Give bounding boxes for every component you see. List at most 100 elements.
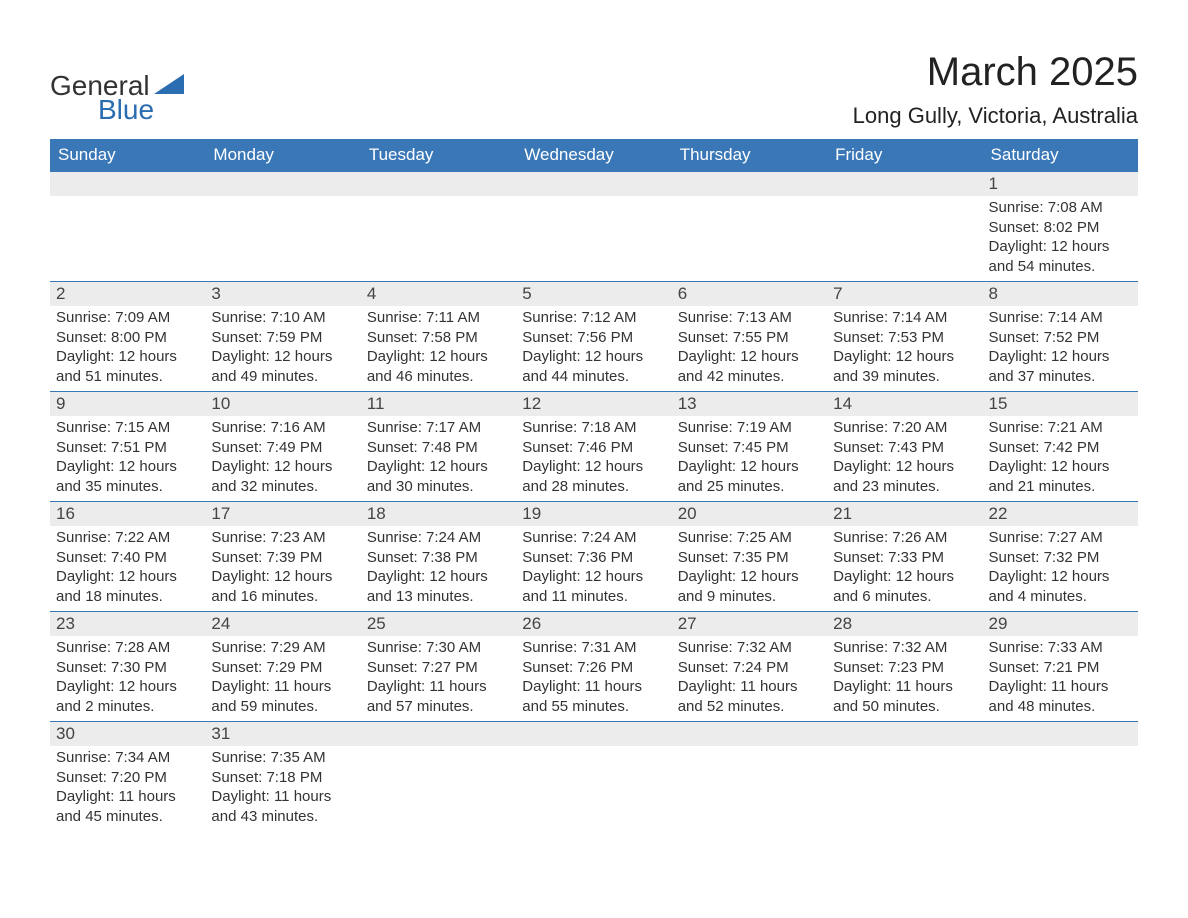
daylight-line: Daylight: 11 hours and 45 minutes.: [56, 787, 199, 826]
sunset-line: Sunset: 7:48 PM: [367, 438, 510, 458]
sunrise-line: Sunrise: 7:22 AM: [56, 528, 199, 548]
sunset-line: Sunset: 7:30 PM: [56, 658, 199, 678]
day-number: 22: [983, 502, 1138, 526]
sunset-line: Sunset: 7:46 PM: [522, 438, 665, 458]
day-content: Sunrise: 7:35 AMSunset: 7:18 PMDaylight:…: [205, 746, 360, 830]
day-content: Sunrise: 7:13 AMSunset: 7:55 PMDaylight:…: [672, 306, 827, 390]
col-header: Monday: [205, 139, 360, 172]
daylight-line: Daylight: 12 hours and 35 minutes.: [56, 457, 199, 496]
daylight-line: Daylight: 11 hours and 57 minutes.: [367, 677, 510, 716]
calendar-cell: 28Sunrise: 7:32 AMSunset: 7:23 PMDayligh…: [827, 612, 982, 722]
sunset-line: Sunset: 8:00 PM: [56, 328, 199, 348]
day-content: Sunrise: 7:15 AMSunset: 7:51 PMDaylight:…: [50, 416, 205, 500]
sunrise-line: Sunrise: 7:12 AM: [522, 308, 665, 328]
sunrise-line: Sunrise: 7:32 AM: [678, 638, 821, 658]
daylight-line: Daylight: 12 hours and 23 minutes.: [833, 457, 976, 496]
day-number: 20: [672, 502, 827, 526]
day-content: Sunrise: 7:18 AMSunset: 7:46 PMDaylight:…: [516, 416, 671, 500]
day-number: 7: [827, 282, 982, 306]
day-content: Sunrise: 7:20 AMSunset: 7:43 PMDaylight:…: [827, 416, 982, 500]
calendar-cell: 9Sunrise: 7:15 AMSunset: 7:51 PMDaylight…: [50, 392, 205, 502]
day-number: 17: [205, 502, 360, 526]
day-number: 11: [361, 392, 516, 416]
sunset-line: Sunset: 7:33 PM: [833, 548, 976, 568]
day-number: 21: [827, 502, 982, 526]
calendar-cell: [983, 722, 1138, 832]
calendar-week-row: 9Sunrise: 7:15 AMSunset: 7:51 PMDaylight…: [50, 392, 1138, 502]
sunrise-line: Sunrise: 7:18 AM: [522, 418, 665, 438]
calendar-cell: 5Sunrise: 7:12 AMSunset: 7:56 PMDaylight…: [516, 282, 671, 392]
col-header: Saturday: [983, 139, 1138, 172]
sunset-line: Sunset: 7:40 PM: [56, 548, 199, 568]
sunrise-line: Sunrise: 7:24 AM: [522, 528, 665, 548]
calendar-week-row: 1Sunrise: 7:08 AMSunset: 8:02 PMDaylight…: [50, 172, 1138, 282]
calendar-cell: [361, 172, 516, 282]
day-number: 10: [205, 392, 360, 416]
day-content: Sunrise: 7:31 AMSunset: 7:26 PMDaylight:…: [516, 636, 671, 720]
daylight-line: Daylight: 12 hours and 54 minutes.: [989, 237, 1132, 276]
calendar-cell: [516, 722, 671, 832]
calendar-cell: 20Sunrise: 7:25 AMSunset: 7:35 PMDayligh…: [672, 502, 827, 612]
calendar-cell: 12Sunrise: 7:18 AMSunset: 7:46 PMDayligh…: [516, 392, 671, 502]
sunrise-line: Sunrise: 7:09 AM: [56, 308, 199, 328]
day-number: 27: [672, 612, 827, 636]
sunrise-line: Sunrise: 7:20 AM: [833, 418, 976, 438]
day-content: Sunrise: 7:33 AMSunset: 7:21 PMDaylight:…: [983, 636, 1138, 720]
daylight-line: Daylight: 12 hours and 18 minutes.: [56, 567, 199, 606]
empty-day-bar: [361, 722, 516, 746]
sunrise-line: Sunrise: 7:33 AM: [989, 638, 1132, 658]
day-number: 23: [50, 612, 205, 636]
calendar-body: 1Sunrise: 7:08 AMSunset: 8:02 PMDaylight…: [50, 172, 1138, 832]
calendar-cell: [50, 172, 205, 282]
day-content: Sunrise: 7:32 AMSunset: 7:24 PMDaylight:…: [672, 636, 827, 720]
day-content: Sunrise: 7:08 AMSunset: 8:02 PMDaylight:…: [983, 196, 1138, 280]
calendar-week-row: 2Sunrise: 7:09 AMSunset: 8:00 PMDaylight…: [50, 282, 1138, 392]
sunrise-line: Sunrise: 7:35 AM: [211, 748, 354, 768]
month-title: March 2025: [853, 50, 1138, 95]
calendar-cell: 19Sunrise: 7:24 AMSunset: 7:36 PMDayligh…: [516, 502, 671, 612]
col-header: Thursday: [672, 139, 827, 172]
daylight-line: Daylight: 12 hours and 44 minutes.: [522, 347, 665, 386]
calendar-cell: 15Sunrise: 7:21 AMSunset: 7:42 PMDayligh…: [983, 392, 1138, 502]
calendar-cell: 1Sunrise: 7:08 AMSunset: 8:02 PMDaylight…: [983, 172, 1138, 282]
day-content: Sunrise: 7:17 AMSunset: 7:48 PMDaylight:…: [361, 416, 516, 500]
empty-day-bar: [983, 722, 1138, 746]
sunrise-line: Sunrise: 7:24 AM: [367, 528, 510, 548]
daylight-line: Daylight: 12 hours and 9 minutes.: [678, 567, 821, 606]
sunrise-line: Sunrise: 7:08 AM: [989, 198, 1132, 218]
daylight-line: Daylight: 12 hours and 46 minutes.: [367, 347, 510, 386]
calendar-cell: 18Sunrise: 7:24 AMSunset: 7:38 PMDayligh…: [361, 502, 516, 612]
daylight-line: Daylight: 12 hours and 51 minutes.: [56, 347, 199, 386]
sunset-line: Sunset: 7:59 PM: [211, 328, 354, 348]
calendar-cell: 4Sunrise: 7:11 AMSunset: 7:58 PMDaylight…: [361, 282, 516, 392]
calendar-table: Sunday Monday Tuesday Wednesday Thursday…: [50, 139, 1138, 832]
day-content: Sunrise: 7:24 AMSunset: 7:36 PMDaylight:…: [516, 526, 671, 610]
day-content: Sunrise: 7:09 AMSunset: 8:00 PMDaylight:…: [50, 306, 205, 390]
sunset-line: Sunset: 7:20 PM: [56, 768, 199, 788]
calendar-cell: 30Sunrise: 7:34 AMSunset: 7:20 PMDayligh…: [50, 722, 205, 832]
daylight-line: Daylight: 12 hours and 21 minutes.: [989, 457, 1132, 496]
day-content: Sunrise: 7:30 AMSunset: 7:27 PMDaylight:…: [361, 636, 516, 720]
day-content: Sunrise: 7:27 AMSunset: 7:32 PMDaylight:…: [983, 526, 1138, 610]
day-content: Sunrise: 7:10 AMSunset: 7:59 PMDaylight:…: [205, 306, 360, 390]
sunset-line: Sunset: 7:56 PM: [522, 328, 665, 348]
calendar-week-row: 30Sunrise: 7:34 AMSunset: 7:20 PMDayligh…: [50, 722, 1138, 832]
day-number: 1: [983, 172, 1138, 196]
sunset-line: Sunset: 7:29 PM: [211, 658, 354, 678]
calendar-cell: 3Sunrise: 7:10 AMSunset: 7:59 PMDaylight…: [205, 282, 360, 392]
empty-day-bar: [205, 172, 360, 196]
calendar-cell: 26Sunrise: 7:31 AMSunset: 7:26 PMDayligh…: [516, 612, 671, 722]
calendar-cell: [672, 172, 827, 282]
day-content: Sunrise: 7:22 AMSunset: 7:40 PMDaylight:…: [50, 526, 205, 610]
sunrise-line: Sunrise: 7:26 AM: [833, 528, 976, 548]
sunrise-line: Sunrise: 7:11 AM: [367, 308, 510, 328]
empty-day-bar: [516, 172, 671, 196]
daylight-line: Daylight: 12 hours and 6 minutes.: [833, 567, 976, 606]
sunrise-line: Sunrise: 7:30 AM: [367, 638, 510, 658]
day-content: Sunrise: 7:12 AMSunset: 7:56 PMDaylight:…: [516, 306, 671, 390]
sunset-line: Sunset: 7:24 PM: [678, 658, 821, 678]
day-content: Sunrise: 7:23 AMSunset: 7:39 PMDaylight:…: [205, 526, 360, 610]
sunset-line: Sunset: 7:43 PM: [833, 438, 976, 458]
sunset-line: Sunset: 7:42 PM: [989, 438, 1132, 458]
day-number: 13: [672, 392, 827, 416]
